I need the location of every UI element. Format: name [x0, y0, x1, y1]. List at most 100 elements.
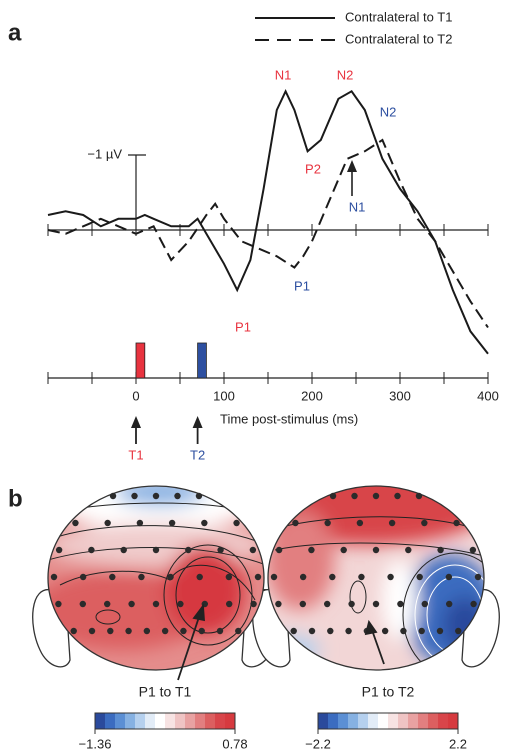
electrode: [138, 573, 145, 581]
colorbar-cell: [205, 713, 216, 729]
electrodes: [50, 492, 482, 635]
colorbar-cell: [408, 713, 419, 729]
arrow-head: [131, 416, 141, 428]
electrode: [225, 600, 233, 608]
electrode: [372, 546, 380, 554]
electrode: [152, 600, 160, 608]
x-tick-label: 0: [132, 388, 139, 403]
panel-label: a: [8, 19, 22, 46]
electrode: [120, 546, 127, 554]
colorbar-label: −2.2: [305, 736, 331, 751]
colorbar-cell: [175, 713, 186, 729]
colorbar-cell: [105, 713, 116, 729]
y-tick-label: −1 µV: [87, 146, 122, 161]
electrode: [131, 492, 138, 500]
electrode: [351, 492, 358, 500]
colorbar-cell: [448, 713, 459, 729]
colorbar-cell: [95, 713, 106, 729]
electrode: [329, 492, 337, 500]
arrow-head: [347, 160, 357, 172]
colorbar-frame: [94, 712, 236, 730]
electrode: [356, 519, 364, 527]
electrode: [275, 600, 282, 608]
electrode: [50, 573, 58, 581]
colorbar-cell: [328, 713, 339, 729]
electrode: [104, 600, 111, 608]
electrode: [415, 492, 423, 500]
electrode: [327, 627, 334, 635]
electrode: [421, 519, 428, 527]
panel-label: b: [8, 485, 23, 512]
electrode: [143, 627, 151, 635]
electrode: [254, 573, 262, 581]
colorbar-label: −1.36: [79, 736, 112, 751]
colorbar-cell: [388, 713, 399, 729]
electrode: [152, 492, 160, 500]
electrode: [128, 600, 135, 608]
electrode: [394, 492, 401, 500]
electrode: [125, 627, 132, 635]
electrode: [388, 519, 396, 527]
peak-label: N1: [275, 67, 292, 82]
colorbar-cell: [378, 713, 389, 729]
electrode: [109, 573, 116, 581]
colorbar-cell: [145, 713, 156, 729]
electrode: [250, 600, 257, 608]
electrode: [88, 627, 96, 635]
electrode: [161, 627, 169, 635]
peak-label: P2: [305, 161, 321, 176]
electrode: [290, 627, 297, 635]
electrode: [418, 627, 425, 635]
electrode: [109, 492, 117, 500]
electrode: [225, 573, 233, 581]
colorbar-cell: [155, 713, 166, 729]
colorbar-cell: [215, 713, 226, 729]
colorbar-cell: [225, 713, 236, 729]
electrode: [372, 492, 380, 500]
x-tick-label: 100: [213, 388, 235, 403]
electrode: [416, 573, 423, 581]
electrode: [174, 492, 181, 500]
electrode: [275, 546, 283, 554]
arrows: [177, 603, 385, 681]
colorbar-frame: [317, 712, 459, 730]
electrode: [55, 600, 62, 608]
colorbar-cell: [358, 713, 369, 729]
colorbar-cell: [428, 713, 439, 729]
electrode: [292, 519, 299, 527]
electrode: [387, 573, 394, 581]
electrode: [453, 519, 460, 527]
electrode: [372, 600, 380, 608]
electrode: [470, 600, 477, 608]
electrode: [421, 600, 428, 608]
electrode: [185, 546, 192, 554]
colorbar-cell: [398, 713, 409, 729]
x-tick-label: 200: [301, 388, 323, 403]
electrode: [177, 600, 184, 608]
electrode: [445, 600, 453, 608]
legend-label: Contralateral to T2: [345, 31, 452, 46]
electrode: [104, 519, 111, 527]
electrode: [474, 573, 482, 581]
peak-label: P1: [294, 278, 310, 293]
electrode: [445, 573, 453, 581]
stimulus-label: T1: [128, 447, 143, 462]
electrode: [324, 519, 331, 527]
electrode: [136, 519, 144, 527]
legend-label: Contralateral to T1: [345, 9, 452, 24]
x-tick-label: 400: [477, 388, 499, 403]
electrode: [299, 600, 307, 608]
electrode: [397, 600, 404, 608]
electrode: [168, 519, 176, 527]
colorbar-cell: [418, 713, 429, 729]
colorbar-cell: [348, 713, 359, 729]
peak-label: P1: [235, 319, 251, 334]
peak-label: N2: [380, 104, 397, 119]
series-line: [47, 88, 489, 355]
colorbar-cell: [165, 713, 176, 729]
electrode: [201, 519, 208, 527]
electrode: [469, 546, 477, 554]
electrode: [167, 573, 174, 581]
electrode: [381, 627, 389, 635]
